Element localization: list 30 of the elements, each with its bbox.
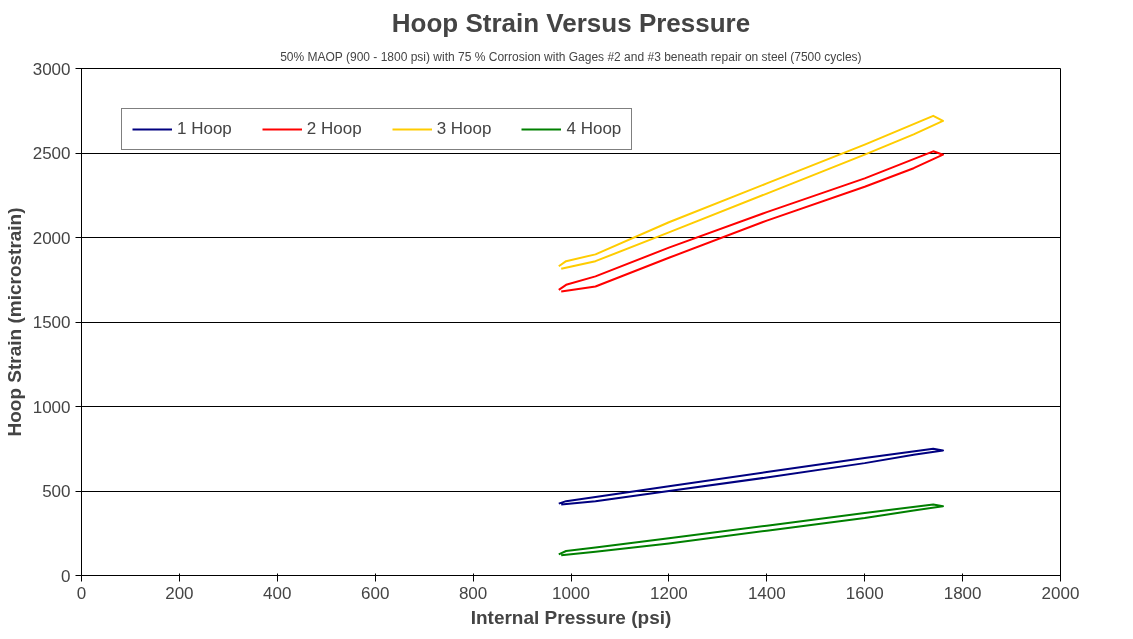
chart-title: Hoop Strain Versus Pressure [391,7,751,38]
legend-label: 1 Hoop [177,119,232,139]
x-tick-label: 600 [361,583,390,603]
line-series [557,114,945,270]
x-tick-label: 1200 [649,583,688,603]
y-tick-label: 1000 [32,397,71,417]
x-tick-label: 400 [263,583,292,603]
y-tick-label: 2000 [32,228,71,248]
legend-label: 3 Hoop [436,119,492,139]
x-tick-label: 800 [458,583,488,603]
x-tick-label: 2000 [1041,583,1080,603]
line-series [557,447,945,506]
chart-subtitle: 50% MAOP (900 - 1800 psi) with 75 % Corrosion with Gages #2 and #3 beneath repair on steel (7500 cycles) [280,49,862,64]
x-tick-label: 0 [76,583,87,603]
x-tick-label: 1400 [747,583,786,603]
y-tick-label: 2500 [32,144,71,163]
y-tick-label: 1500 [32,313,71,332]
x-tick-label: 1600 [845,583,884,603]
x-tick-label: 1000 [552,583,590,603]
y-axis-title: Hoop Strain (microstrain) [3,207,25,437]
y-tick-label: 0 [61,566,71,586]
line-series [557,150,945,293]
line-series [557,503,945,557]
legend-label: 2 Hoop [306,119,362,139]
legend-label: 4 Hoop [566,119,622,139]
x-axis-title: Internal Pressure (psi) [470,606,672,628]
y-tick-label: 500 [42,482,71,501]
x-tick-label: 1800 [943,583,982,603]
x-tick-label: 200 [165,583,194,603]
y-tick-label: 3000 [32,59,71,79]
